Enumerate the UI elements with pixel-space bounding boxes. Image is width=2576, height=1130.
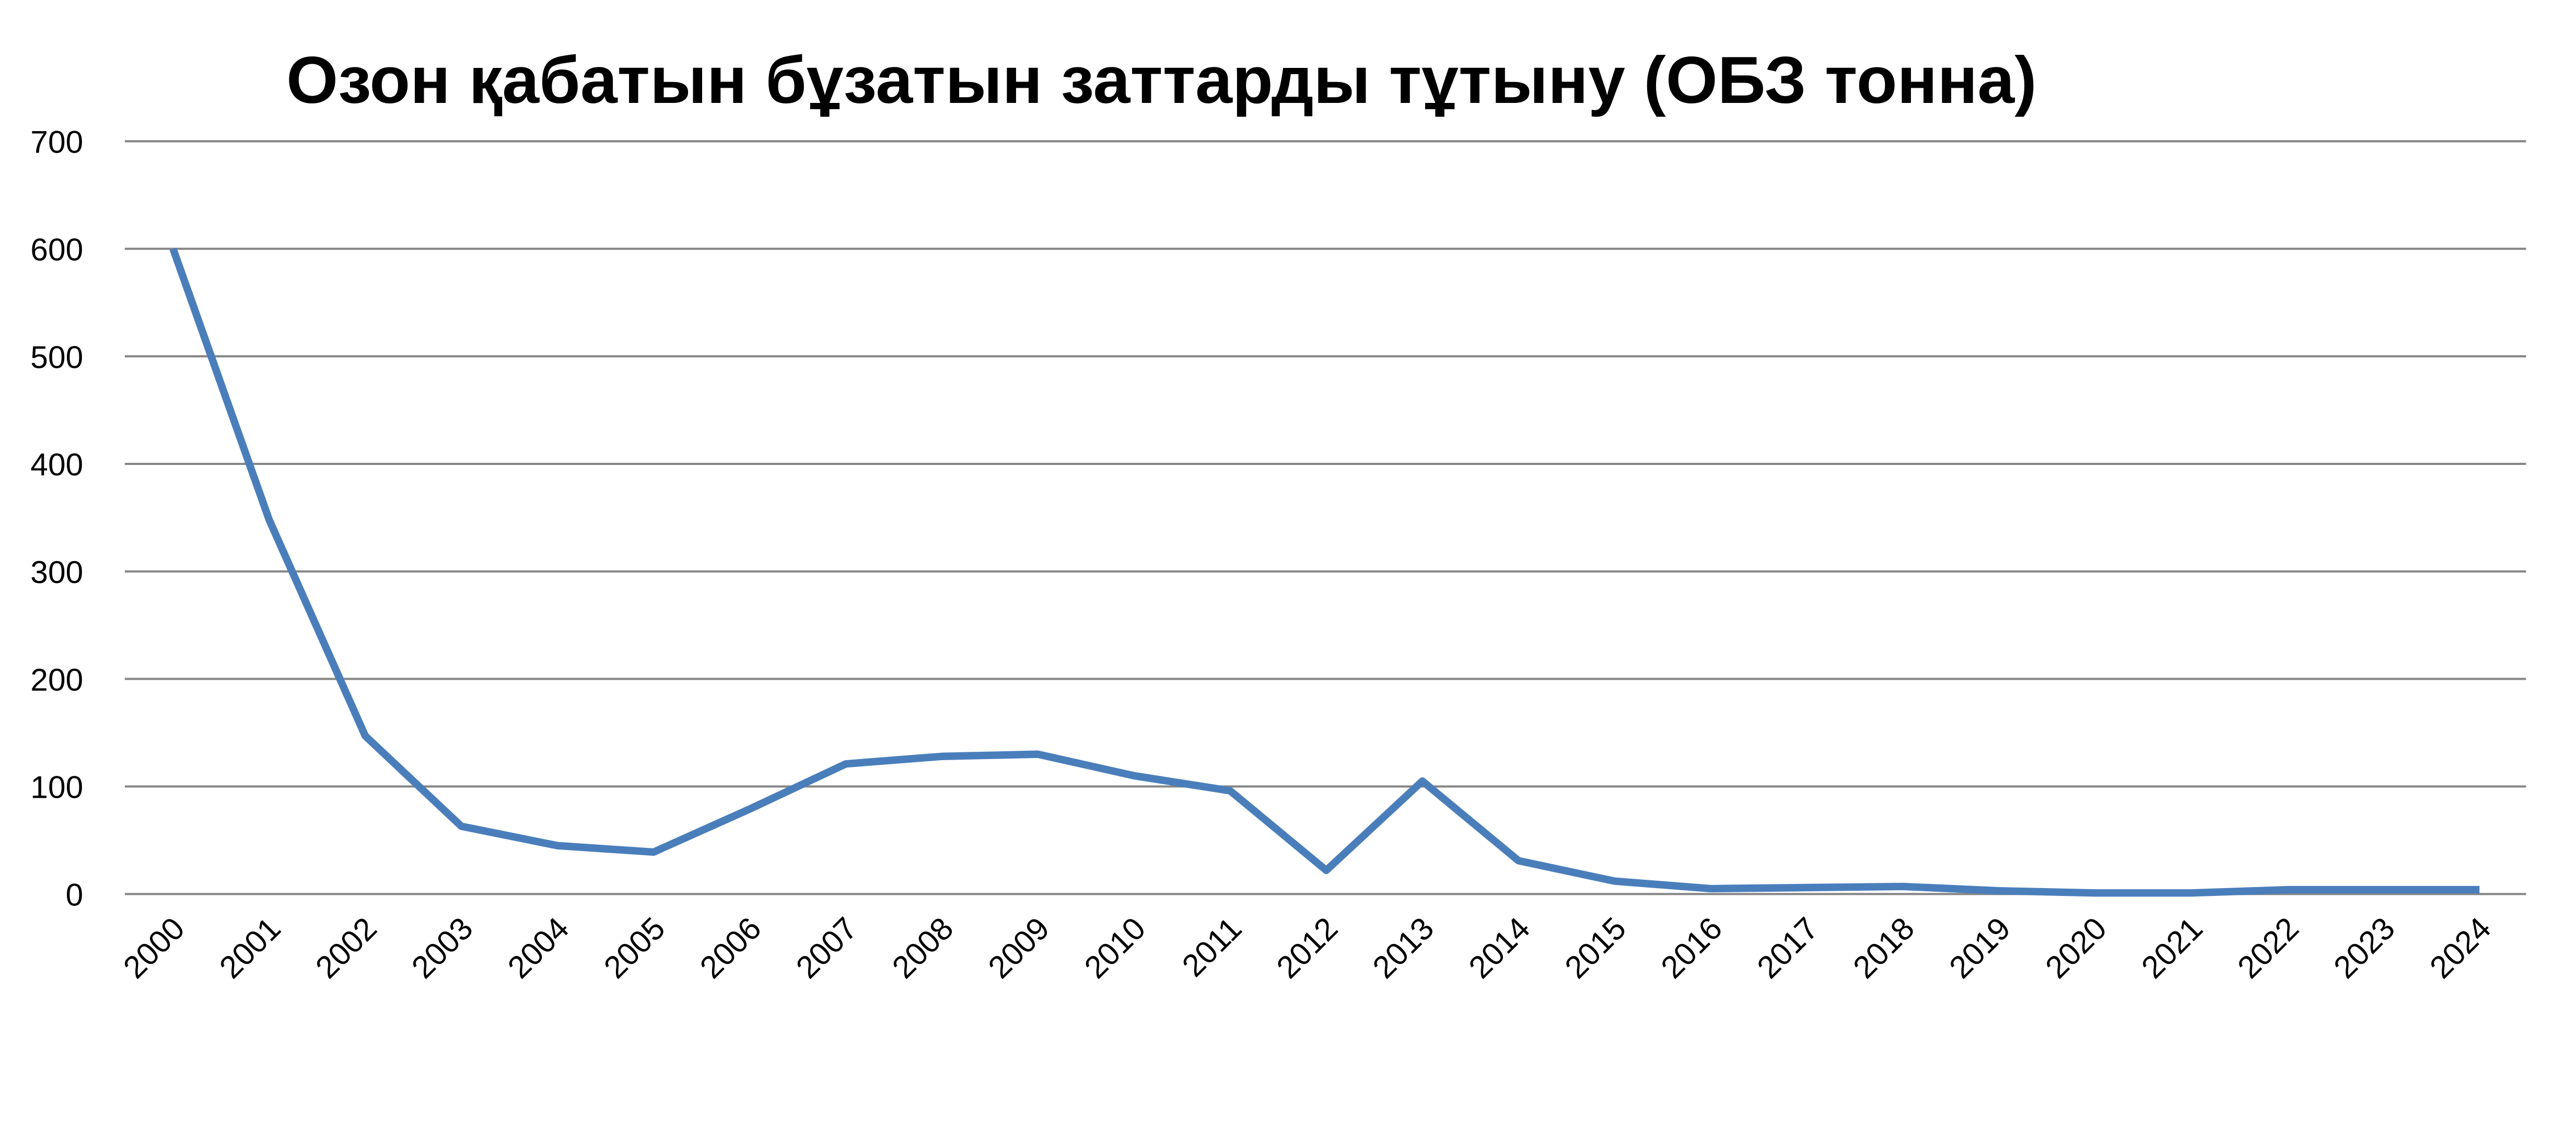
- x-tick-label: 2021: [2135, 910, 2209, 985]
- y-tick-label: 100: [30, 770, 83, 805]
- x-tick-label: 2007: [789, 910, 864, 985]
- x-tick-label: 2013: [1366, 910, 1440, 985]
- y-tick-label: 700: [30, 124, 83, 160]
- x-tick-label: 2017: [1750, 910, 1825, 985]
- x-tick-label: 2012: [1269, 910, 1344, 985]
- x-tick-label: 2023: [2327, 910, 2402, 985]
- data-point-2004: [557, 845, 558, 846]
- x-tick-label: 2009: [981, 910, 1056, 985]
- x-tick-label: 2003: [405, 910, 480, 985]
- x-tick-label: 2002: [309, 910, 383, 985]
- x-tick-label: 2008: [885, 910, 960, 985]
- x-tick-label: 2010: [1077, 910, 1152, 985]
- y-tick-label: 600: [30, 232, 83, 267]
- x-tick-label: 2004: [500, 910, 575, 985]
- x-tick-label: 2024: [2423, 910, 2498, 985]
- x-tick-label: 2015: [1558, 910, 1633, 985]
- x-tick-label: 2020: [2038, 910, 2113, 985]
- x-tick-label: 2022: [2231, 910, 2305, 985]
- y-tick-label: 300: [30, 554, 83, 590]
- chart-title: Озон қабатын бұзатын заттарды тұтыну (ОБ…: [286, 43, 2037, 117]
- y-tick-label: 0: [66, 877, 84, 913]
- data-point-2013: [1422, 780, 1423, 782]
- x-tick-label: 2005: [597, 910, 671, 985]
- x-tick-label: 2006: [693, 910, 767, 985]
- x-tick-label: 2016: [1654, 910, 1729, 985]
- data-point-2014: [1518, 860, 1519, 861]
- y-tick-label: 400: [30, 447, 83, 482]
- x-tick-label: 2000: [116, 910, 191, 985]
- x-tick-label: 2018: [1846, 910, 1921, 985]
- y-tick-label: 500: [30, 339, 83, 375]
- x-tick-label: 2014: [1462, 910, 1536, 985]
- x-tick-label: 2019: [1942, 910, 2017, 985]
- x-tick-label: 2011: [1175, 910, 1248, 983]
- y-tick-label: 200: [30, 662, 83, 697]
- x-tick-label: 2001: [213, 910, 287, 985]
